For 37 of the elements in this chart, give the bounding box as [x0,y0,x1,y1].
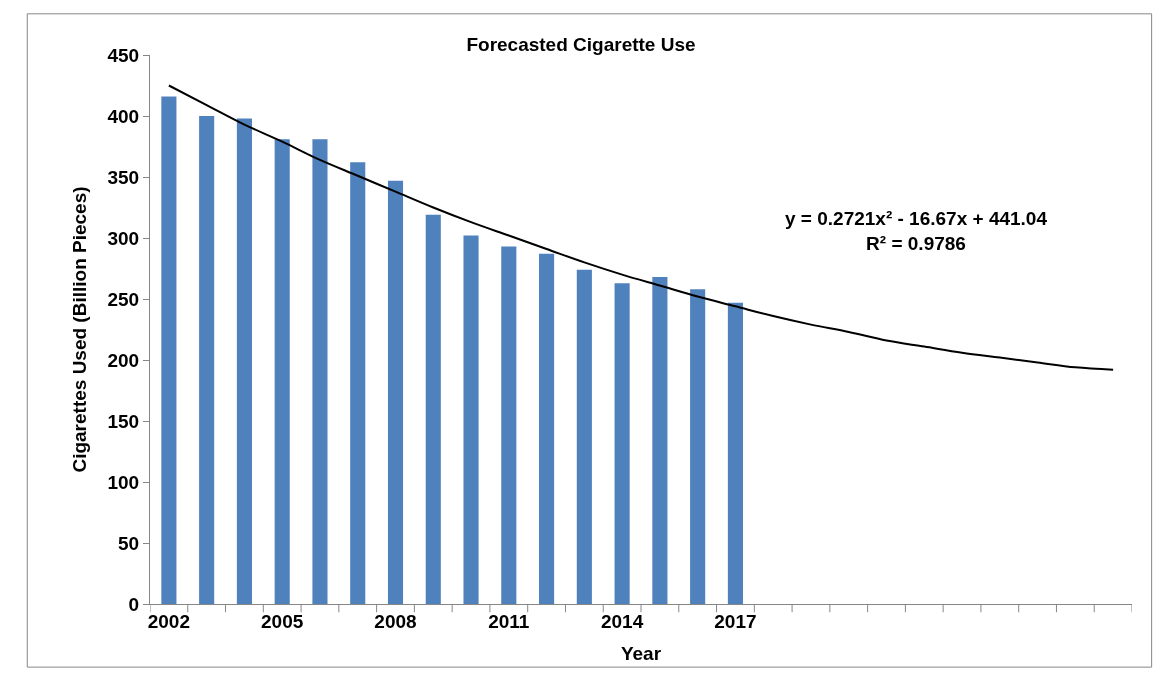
bar [274,139,290,604]
y-tick-label: 400 [107,105,140,127]
bar [425,214,441,604]
x-tick-label: 2008 [374,610,417,632]
bar [614,283,630,604]
bar [501,246,517,604]
bar [727,302,743,604]
bar [690,289,706,604]
bar [539,253,555,604]
y-tick-label: 250 [107,288,140,310]
y-tick-label: 0 [128,593,140,615]
bar [387,180,404,604]
bar [236,118,252,604]
x-tick-label: 2017 [714,610,757,632]
bar [463,235,479,604]
x-tick-label: 2002 [147,610,191,632]
bar [350,162,366,604]
y-tick-label: 450 [107,44,140,66]
y-tick-label: 100 [107,471,140,493]
line-series [167,84,1115,371]
y-tick-label: 50 [118,532,140,554]
y-tick-label: 300 [107,227,140,249]
bar [576,269,592,604]
bar [312,139,328,604]
y-axis-title: Cigarettes Used (Billion Pieces) [69,186,91,473]
x-axis-title: Year [620,642,662,664]
x-tick-label: 2011 [488,610,530,632]
x-tick-label: 2005 [261,610,304,632]
annotation: y = 0.2721x² - 16.67x + 441.04 R² = 0.9786 [785,208,1048,254]
x-tick-label: 2014 [600,610,644,632]
bar [652,277,668,604]
y-tick-label: 150 [107,410,140,432]
y-tick-label: 200 [107,349,140,371]
bar [161,96,177,604]
y-tick-label: 350 [107,166,140,188]
chart-title: Forecasted Cigarette Use [466,34,696,56]
bar [199,116,215,604]
